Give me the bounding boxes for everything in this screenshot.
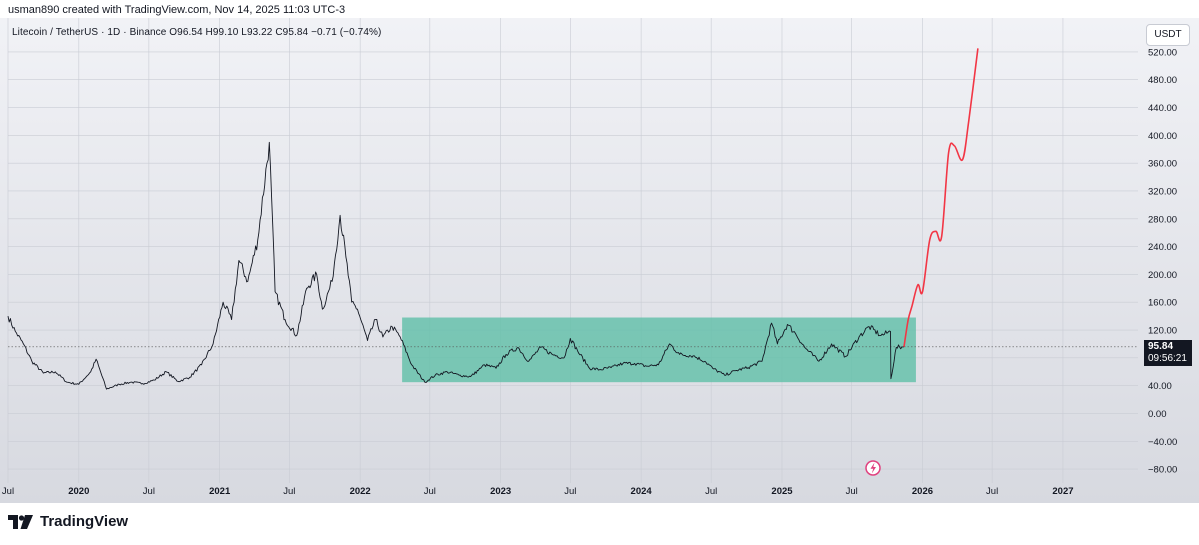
chart-area[interactable]: −80.00−40.000.0040.0080.00120.00160.0020… — [0, 18, 1199, 503]
footer-brand[interactable]: TradingView — [40, 513, 129, 530]
y-axis[interactable]: −80.00−40.000.0040.0080.00120.00160.0020… — [1148, 47, 1177, 475]
y-tick-label: 120.00 — [1148, 326, 1177, 337]
x-tick-label: Jul — [283, 486, 295, 497]
price-tag: 95.84 09:56:21 — [1144, 339, 1192, 366]
x-tick-label: Jul — [564, 486, 576, 497]
x-tick-label: Jul — [2, 486, 14, 497]
lightning-icon[interactable] — [865, 460, 881, 476]
y-tick-label: −40.00 — [1148, 437, 1177, 448]
grid — [7, 18, 1138, 483]
tradingview-logo-icon[interactable] — [8, 514, 34, 529]
x-tick-label: 2027 — [1052, 486, 1073, 497]
price-series-line — [7, 141, 905, 390]
y-tick-label: 0.00 — [1148, 409, 1167, 420]
price-chart[interactable]: −80.00−40.000.0040.0080.00120.00160.0020… — [0, 18, 1199, 503]
y-tick-label: 280.00 — [1148, 214, 1177, 225]
y-tick-label: 440.00 — [1148, 103, 1177, 114]
x-tick-label: 2024 — [631, 486, 653, 497]
projection-line — [903, 48, 979, 347]
price-tag-value: 95.84 — [1148, 340, 1174, 352]
y-tick-label: 240.00 — [1148, 242, 1177, 253]
symbol-legend: Litecoin / TetherUS · 1D · Binance O96.5… — [12, 27, 382, 38]
footer: TradingView — [8, 513, 128, 530]
y-tick-label: 200.00 — [1148, 270, 1177, 281]
x-tick-label: Jul — [846, 486, 858, 497]
x-tick-label: 2026 — [912, 486, 933, 497]
y-tick-label: 160.00 — [1148, 298, 1177, 309]
x-tick-label: 2022 — [350, 486, 371, 497]
chart-caption: usman890 created with TradingView.com, N… — [8, 4, 346, 16]
x-axis[interactable]: Jul 2020 Jul 2021 Jul 2022 Jul 2023 Jul 2024 Jul 20… — [2, 486, 1074, 497]
y-tick-label: 320.00 — [1148, 186, 1177, 197]
x-tick-label: Jul — [705, 486, 717, 497]
x-tick-label: 2021 — [209, 486, 231, 497]
x-tick-label: 2023 — [490, 486, 511, 497]
y-tick-label: 520.00 — [1148, 47, 1177, 58]
y-tick-label: 40.00 — [1148, 381, 1172, 392]
currency-button[interactable]: USDT — [1146, 24, 1190, 46]
y-tick-label: 480.00 — [1148, 75, 1177, 86]
y-tick-label: −80.00 — [1148, 465, 1177, 476]
x-tick-label: 2020 — [68, 486, 89, 497]
x-tick-label: 2025 — [771, 486, 793, 497]
x-tick-label: Jul — [424, 486, 436, 497]
x-tick-label: Jul — [143, 486, 155, 497]
price-tag-countdown: 09:56:21 — [1148, 352, 1187, 364]
y-tick-label: 360.00 — [1148, 159, 1177, 170]
y-tick-label: 400.00 — [1148, 131, 1177, 142]
x-tick-label: Jul — [986, 486, 998, 497]
range-box — [402, 317, 916, 383]
